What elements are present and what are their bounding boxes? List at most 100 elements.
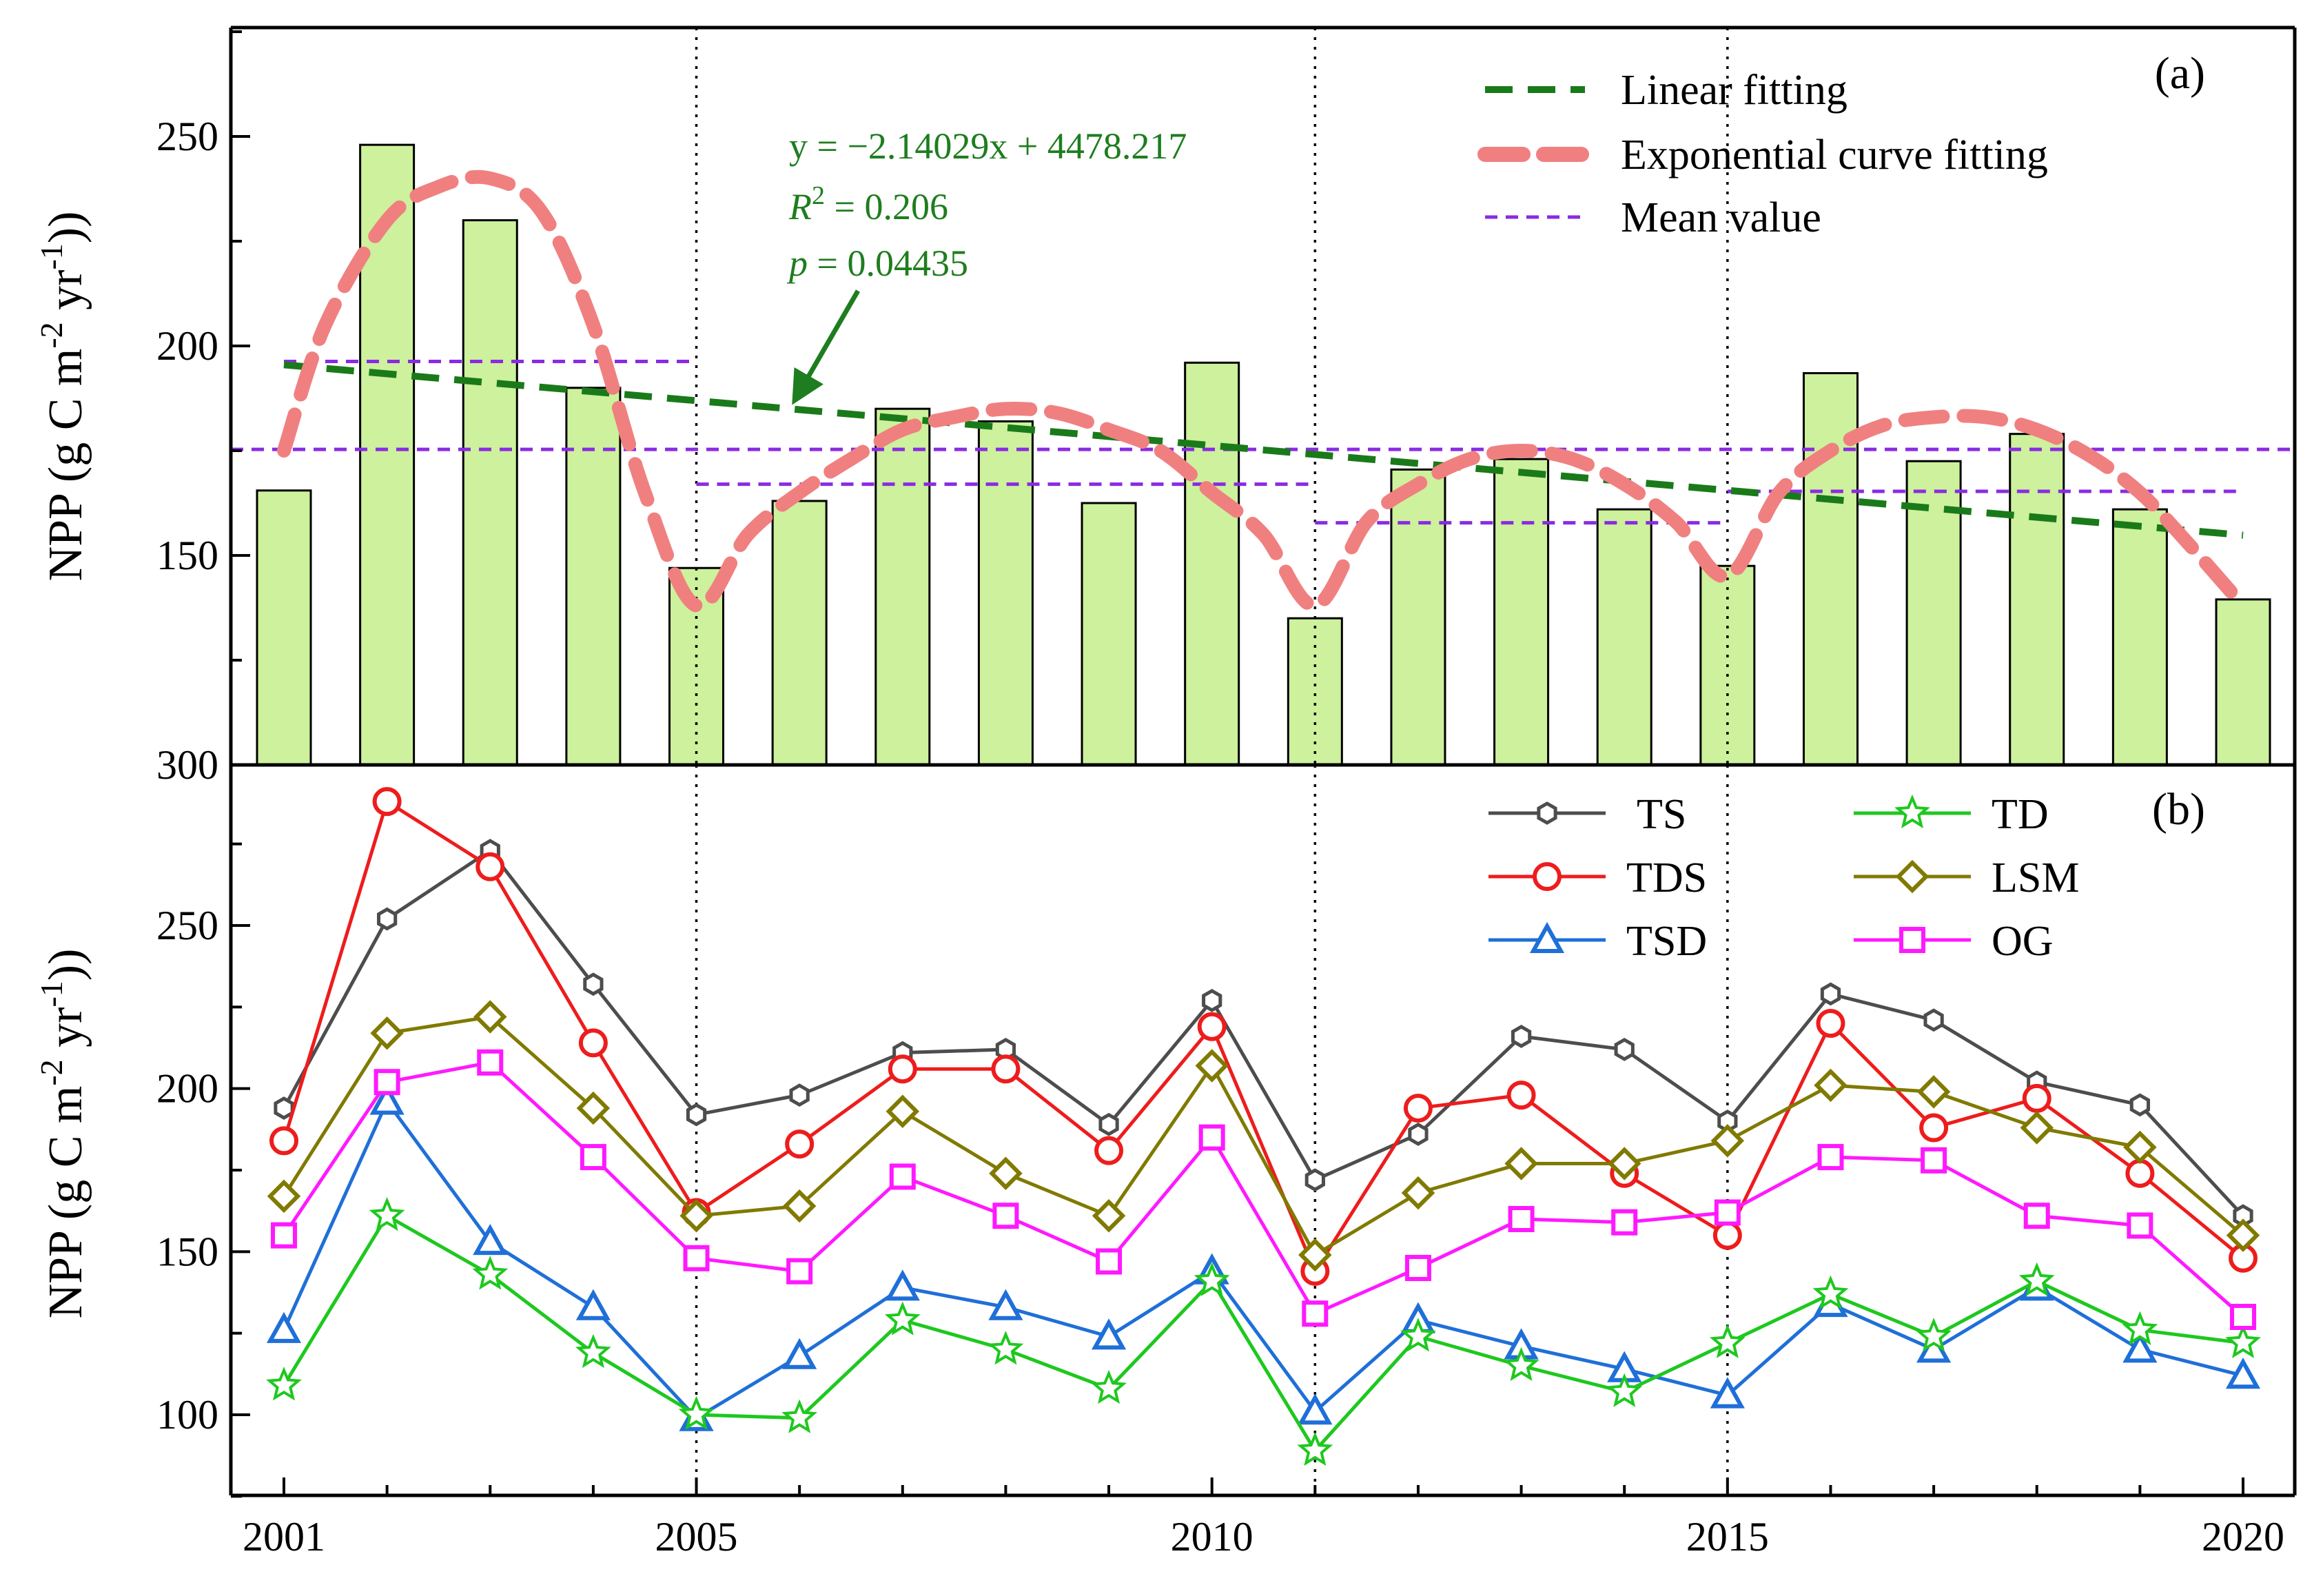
point-td-2002: [369, 1197, 405, 1231]
point-og-2007: [889, 1163, 916, 1190]
legend-label-tsd: TSD: [1626, 918, 1707, 965]
series-td: [266, 1197, 2261, 1466]
point-td-2011: [1297, 1431, 1333, 1466]
point-td-2014: [1606, 1373, 1643, 1407]
point-tds-2008: [991, 1054, 1021, 1084]
point-tsd-2001: [266, 1311, 302, 1343]
vertical-marker-lines-b: [695, 765, 1729, 1495]
y-tick-label-b-200: 200: [156, 1066, 218, 1112]
legend-label-td: TD: [1992, 791, 2049, 838]
point-ts-2005: [686, 1103, 707, 1127]
bar-2013: [1493, 458, 1550, 765]
point-lsm-2020: [2226, 1218, 2260, 1252]
point-ts-2013: [1511, 1025, 1532, 1048]
bar-2020: [2215, 598, 2271, 765]
fit-p-value: p = 0.04435: [786, 243, 968, 284]
point-tds-2013: [1506, 1081, 1536, 1110]
bar-series: [256, 143, 2271, 765]
point-td-2016: [1812, 1275, 1849, 1309]
point-tds-2003: [475, 852, 505, 881]
point-td-2017: [1916, 1318, 1952, 1352]
point-og-2008: [992, 1203, 1019, 1229]
point-og-2013: [1508, 1206, 1535, 1232]
point-lsm-2008: [989, 1156, 1023, 1190]
legend-marker-og: [1899, 927, 1925, 953]
linear-fit-line: [283, 361, 2244, 539]
point-lsm-2007: [886, 1094, 920, 1129]
point-td-2009: [1091, 1369, 1127, 1404]
series-line-ts: [282, 848, 2244, 1217]
point-tds-2018: [2022, 1083, 2051, 1113]
point-lsm-2002: [370, 1016, 404, 1050]
point-td-2004: [575, 1333, 611, 1369]
point-tsd-2006: [782, 1338, 817, 1369]
series-line-td: [282, 1213, 2244, 1454]
linear-fit-line-group: [283, 361, 2244, 539]
bar-2006: [771, 500, 828, 765]
point-og-2001: [271, 1222, 297, 1249]
panel-b-tag: (b): [2152, 784, 2205, 835]
point-lsm-2004: [576, 1091, 611, 1125]
legend-marker-lsm: [1895, 859, 1930, 894]
point-og-2010: [1198, 1124, 1225, 1151]
bar-2011: [1287, 617, 1343, 765]
bar-2019: [2111, 508, 2168, 765]
legend-marker-td: [1894, 794, 1930, 829]
y-tick-label-b-100: 100: [156, 1392, 218, 1438]
point-og-2015: [1714, 1199, 1741, 1226]
point-td-2012: [1400, 1318, 1436, 1352]
exponential-fit-line-group: [277, 170, 2250, 613]
y-axis-title-b: NPP (g C m-2 yr-1)): [34, 949, 92, 1319]
axes-a: 300 150 200 250: [156, 25, 2297, 788]
bar-2014: [1596, 508, 1652, 765]
point-og-2009: [1096, 1248, 1123, 1275]
y-axis-title-a: NPP (g C m-2 yr-1)): [34, 212, 92, 582]
point-td-2007: [884, 1301, 921, 1336]
point-ts-2006: [789, 1083, 810, 1107]
x-tick-label-2005: 2005: [655, 1514, 738, 1559]
point-tds-2012: [1403, 1094, 1433, 1123]
bar-2007: [874, 407, 931, 765]
point-td-2001: [266, 1367, 302, 1401]
fit-equation: y = −2.14029x + 4478.217: [789, 125, 1187, 167]
point-og-2002: [373, 1069, 400, 1096]
legend-mean-label: Mean value: [1621, 194, 1821, 241]
legend-marker-tsd: [1529, 921, 1565, 953]
legend-marker-ts: [1537, 801, 1557, 825]
point-tsd-2007: [885, 1269, 920, 1301]
series-lsm: [267, 1000, 2260, 1272]
panel-a-tag: (a): [2155, 48, 2205, 99]
bar-2009: [1081, 502, 1137, 765]
point-ts-2001: [274, 1096, 294, 1120]
point-lsm-2018: [2020, 1111, 2054, 1145]
point-tds-2006: [785, 1129, 815, 1159]
series-line-og: [282, 1061, 2244, 1318]
point-og-2018: [2023, 1203, 2050, 1229]
fit-annotation: y = −2.14029x + 4478.217 R2 = 0.206 p = …: [786, 125, 1187, 405]
point-og-2005: [683, 1245, 710, 1271]
legend-label-tds: TDS: [1626, 855, 1707, 901]
y-tick-label-b-150: 150: [156, 1229, 218, 1274]
line-series: [266, 787, 2261, 1466]
point-og-2014: [1611, 1209, 1638, 1236]
legend-label-og: OG: [1992, 918, 2054, 965]
y-tick-label-a-150: 150: [156, 533, 218, 578]
x-tick-label-2010: 2010: [1171, 1514, 1253, 1559]
point-lsm-2001: [267, 1179, 301, 1214]
point-lsm-2012: [1401, 1176, 1435, 1210]
series-ts: [274, 839, 2253, 1228]
point-ts-2009: [1098, 1112, 1119, 1136]
annotation-arrow: [792, 289, 861, 405]
point-tsd-2004: [575, 1289, 611, 1320]
bar-2018: [2009, 433, 2065, 765]
point-td-2018: [2018, 1262, 2055, 1296]
point-tds-2009: [1094, 1136, 1124, 1165]
point-ts-2012: [1408, 1123, 1429, 1146]
point-tds-2007: [888, 1054, 917, 1084]
x-tick-label-2015: 2015: [1686, 1514, 1769, 1559]
point-lsm-2003: [473, 1000, 507, 1034]
point-lsm-2019: [2123, 1130, 2157, 1165]
series-tsd: [266, 1083, 2261, 1431]
legend-label-ts: TS: [1637, 791, 1686, 838]
